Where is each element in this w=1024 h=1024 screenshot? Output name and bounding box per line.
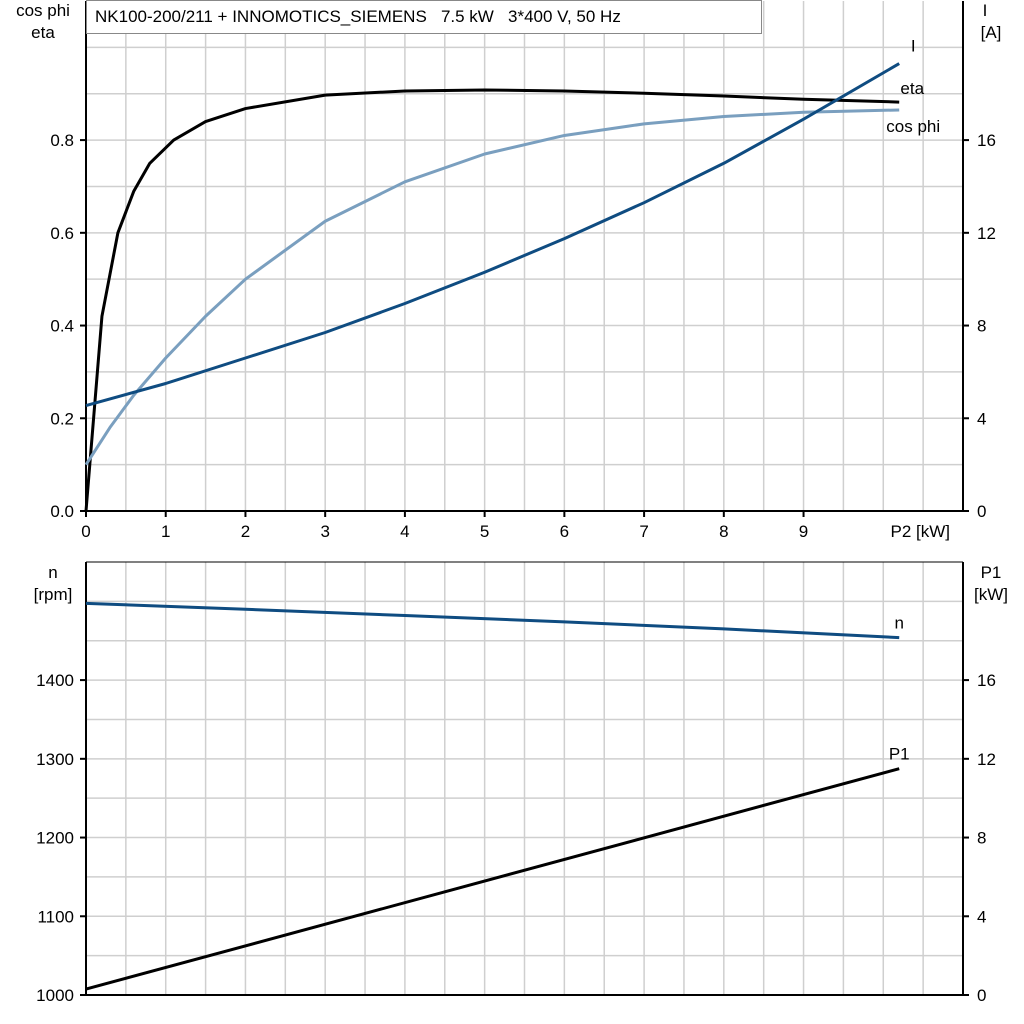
y-axis-label-right: I xyxy=(983,1,988,20)
y-tick-label-left: 1000 xyxy=(36,986,74,1005)
y-axis-label-left: cos phi xyxy=(16,1,70,20)
x-tick-label: 2 xyxy=(241,522,250,541)
series-label-P1: P1 xyxy=(889,745,910,764)
series-I-line xyxy=(85,62,900,407)
y-tick-label-left: 1200 xyxy=(36,829,74,848)
x-axis-label: P2 [kW] xyxy=(891,522,951,541)
y-axis-label-right: [kW] xyxy=(974,585,1008,604)
y-tick-label-right: 8 xyxy=(977,829,986,848)
y-tick-label-left: 0.8 xyxy=(50,131,74,150)
x-tick-label: 5 xyxy=(480,522,489,541)
series-n-line xyxy=(85,601,900,640)
y-axis-label-left: eta xyxy=(31,23,55,42)
series-eta-line xyxy=(84,88,900,512)
y-tick-label-left: 1400 xyxy=(36,671,74,690)
x-tick-label: 9 xyxy=(799,522,808,541)
chart-title: NK100-200/211 + INNOMOTICS_SIEMENS 7.5 k… xyxy=(95,7,621,26)
y-tick-label-left: 1100 xyxy=(37,907,74,926)
series-label-I: I xyxy=(911,37,916,56)
x-tick-label: 8 xyxy=(719,522,728,541)
y-tick-label-left: 1300 xyxy=(36,750,74,769)
x-tick-label: 7 xyxy=(639,522,648,541)
y-tick-label-right: 12 xyxy=(977,750,996,769)
y-tick-label-left: 0.2 xyxy=(50,409,74,428)
series-label-cos-phi: cos phi xyxy=(886,117,940,136)
y-tick-label-right: 16 xyxy=(977,671,996,690)
y-tick-label-left: 0.0 xyxy=(50,502,74,521)
y-tick-label-right: 8 xyxy=(977,317,986,336)
y-tick-label-right: 12 xyxy=(977,224,996,243)
y-axis-label-right: [A] xyxy=(981,23,1002,42)
series-P1-line xyxy=(85,767,900,991)
y-axis-label-right: P1 xyxy=(981,563,1002,582)
y-axis-label-left: [rpm] xyxy=(34,585,73,604)
y-tick-label-left: 0.6 xyxy=(50,224,74,243)
chart-title-box: NK100-200/211 + INNOMOTICS_SIEMENS 7.5 k… xyxy=(86,0,762,34)
x-tick-label: 4 xyxy=(400,522,409,541)
x-tick-label: 0 xyxy=(81,522,90,541)
y-tick-label-right: 16 xyxy=(977,131,996,150)
y-axis-label-left: n xyxy=(48,563,57,582)
y-tick-label-right: 4 xyxy=(977,907,986,926)
x-tick-label: 1 xyxy=(161,522,170,541)
y-tick-label-right: 4 xyxy=(977,409,986,428)
series-cos-phi-line xyxy=(84,108,900,466)
series-label-n: n xyxy=(894,614,903,633)
y-tick-label-right: 0 xyxy=(977,986,986,1005)
panel-1 xyxy=(80,1,969,517)
panel-2 xyxy=(80,561,969,996)
y-tick-label-left: 0.4 xyxy=(50,317,74,336)
series-label-eta: eta xyxy=(900,79,924,98)
y-tick-label-right: 0 xyxy=(977,502,986,521)
x-tick-label: 6 xyxy=(560,522,569,541)
x-tick-label: 3 xyxy=(320,522,329,541)
